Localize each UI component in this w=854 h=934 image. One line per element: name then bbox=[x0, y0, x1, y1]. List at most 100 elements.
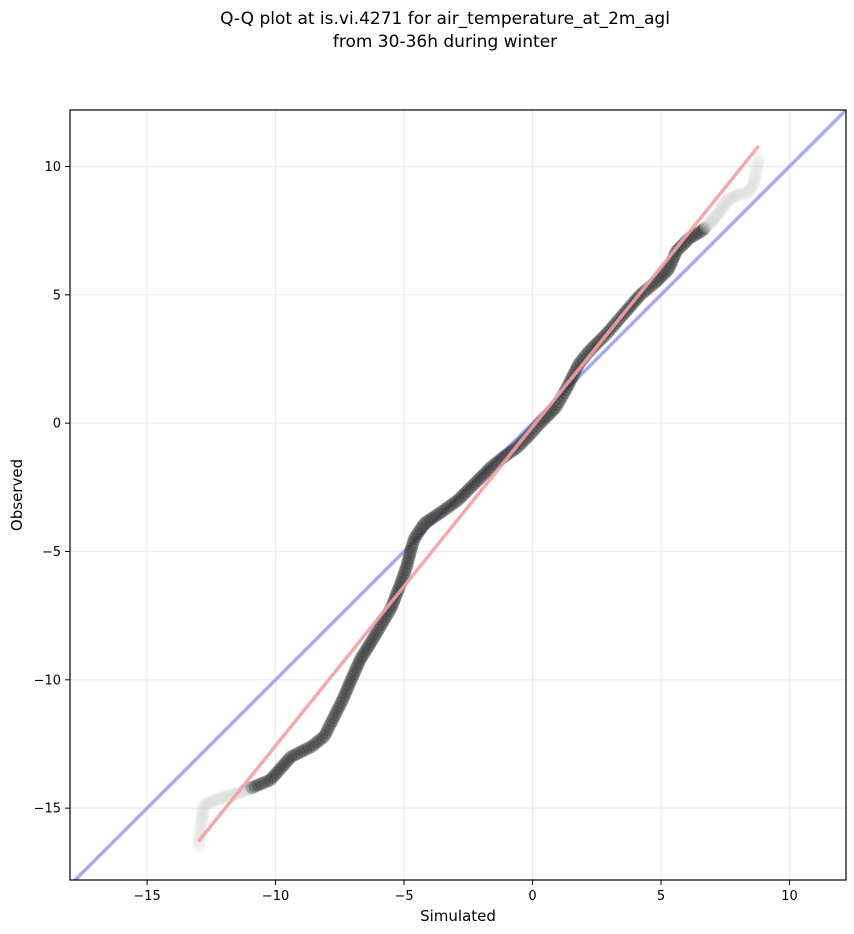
data-point bbox=[741, 185, 755, 199]
data-point bbox=[467, 477, 481, 491]
data-point bbox=[697, 221, 711, 235]
data-point bbox=[752, 152, 766, 166]
data-point bbox=[743, 183, 757, 197]
data-point bbox=[729, 189, 743, 203]
data-point bbox=[748, 171, 762, 185]
data-point bbox=[713, 203, 727, 217]
data-point bbox=[191, 840, 205, 854]
data-point bbox=[411, 527, 425, 540]
data-point bbox=[663, 259, 677, 273]
data-point bbox=[469, 475, 483, 489]
data-point bbox=[307, 737, 321, 751]
x-tick-label: 0 bbox=[528, 889, 536, 904]
data-point bbox=[403, 544, 417, 558]
data-point bbox=[199, 797, 213, 811]
data-point bbox=[348, 664, 362, 678]
data-point bbox=[365, 634, 379, 648]
data-point bbox=[719, 195, 733, 209]
data-point bbox=[750, 161, 764, 175]
data-point bbox=[257, 775, 271, 789]
y-tick-label: 5 bbox=[53, 288, 61, 303]
data-point bbox=[448, 495, 462, 509]
data-point bbox=[330, 705, 343, 719]
data-point bbox=[672, 242, 686, 256]
data-point bbox=[695, 224, 709, 238]
data-point bbox=[717, 198, 731, 212]
data-point bbox=[418, 516, 432, 530]
data-point bbox=[748, 168, 762, 182]
data-point bbox=[353, 652, 367, 666]
data-point bbox=[204, 795, 218, 809]
data-point bbox=[280, 754, 294, 768]
data-point bbox=[305, 740, 319, 754]
data-point bbox=[715, 201, 729, 215]
x-axis-label: Simulated bbox=[420, 907, 496, 925]
data-point bbox=[312, 733, 326, 747]
y-tick-label: 10 bbox=[44, 160, 61, 175]
data-point bbox=[327, 711, 341, 725]
data-point bbox=[405, 538, 419, 552]
y-axis-label: Observed bbox=[8, 459, 26, 531]
data-point bbox=[471, 473, 485, 487]
data-point bbox=[213, 792, 227, 806]
data-point bbox=[332, 699, 346, 713]
data-point bbox=[522, 429, 536, 443]
data-point bbox=[478, 466, 492, 480]
data-point bbox=[265, 771, 279, 785]
data-point bbox=[360, 642, 374, 656]
data-point bbox=[456, 489, 469, 503]
data-point bbox=[731, 188, 745, 202]
data-point bbox=[747, 174, 761, 188]
data-point bbox=[226, 788, 240, 802]
data-point bbox=[414, 521, 428, 535]
data-point bbox=[519, 431, 533, 445]
data-point bbox=[210, 792, 224, 806]
data-point bbox=[482, 462, 496, 476]
data-point bbox=[721, 193, 735, 207]
data-point bbox=[738, 186, 752, 200]
chart-title-line-2: from 30-36h during winter bbox=[332, 32, 558, 52]
data-point bbox=[299, 742, 313, 756]
data-point bbox=[355, 650, 369, 664]
chart-title-line-1: Q-Q plot at is.vi.4271 for air_temperatu… bbox=[220, 9, 670, 29]
data-point bbox=[446, 497, 460, 511]
data-point bbox=[453, 491, 467, 505]
data-point bbox=[195, 811, 209, 825]
data-point bbox=[217, 791, 231, 805]
data-point bbox=[207, 793, 221, 807]
data-point bbox=[433, 506, 447, 520]
data-point bbox=[317, 729, 331, 743]
data-point bbox=[639, 284, 653, 298]
data-point bbox=[699, 219, 713, 233]
data-point bbox=[328, 708, 342, 722]
data-point bbox=[263, 773, 277, 787]
data-point bbox=[195, 814, 209, 828]
data-point bbox=[325, 714, 339, 728]
data-point bbox=[358, 645, 372, 659]
data-point bbox=[320, 723, 334, 737]
y-tick-label: 0 bbox=[53, 417, 61, 432]
data-point bbox=[284, 750, 298, 764]
data-point bbox=[194, 818, 208, 832]
data-point bbox=[195, 808, 209, 822]
data-point bbox=[484, 460, 498, 474]
x-tick-label: −5 bbox=[394, 889, 413, 904]
data-point bbox=[441, 500, 455, 514]
data-point bbox=[344, 672, 358, 686]
data-point bbox=[657, 266, 671, 280]
data-point bbox=[400, 560, 414, 574]
x-tick-label: 5 bbox=[657, 889, 665, 904]
plot-frame bbox=[69, 109, 847, 881]
data-point bbox=[416, 519, 430, 533]
data-point bbox=[310, 735, 324, 749]
data-point bbox=[706, 213, 720, 227]
data-point bbox=[270, 766, 284, 780]
data-point bbox=[352, 655, 366, 669]
data-point bbox=[726, 190, 740, 204]
data-point bbox=[397, 566, 411, 580]
data-point bbox=[750, 158, 764, 172]
data-point bbox=[412, 524, 426, 538]
data-point bbox=[570, 360, 584, 374]
data-point bbox=[693, 225, 707, 239]
data-point bbox=[374, 618, 388, 632]
